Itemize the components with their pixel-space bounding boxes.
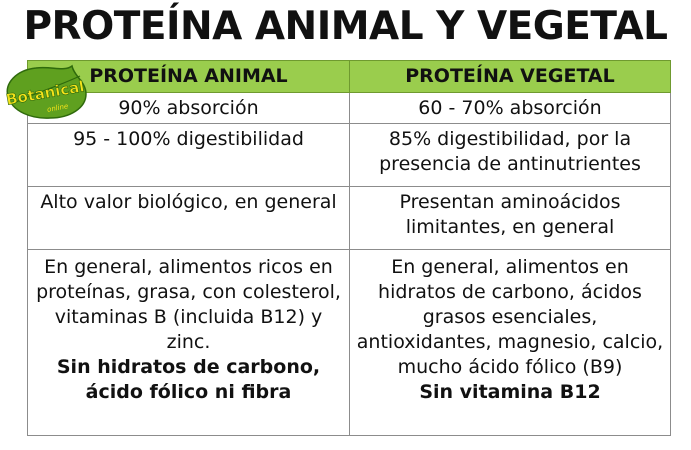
- vegetal-foods-text: En general, alimentos en hidratos de car…: [356, 256, 664, 378]
- cell-animal-biological-value: Alto valor biológico, en general: [27, 186, 350, 250]
- table-row: Alto valor biológico, en general Present…: [27, 186, 671, 250]
- table-header-row: PROTEÍNA ANIMAL PROTEÍNA VEGETAL: [27, 60, 671, 93]
- cell-animal-foods: En general, alimentos ricos en proteínas…: [27, 249, 350, 436]
- animal-foods-text: En general, alimentos ricos en proteínas…: [36, 256, 341, 353]
- vegetal-foods-bold-text: Sin vitamina B12: [419, 381, 601, 403]
- cell-animal-absorption: 90% absorción: [27, 92, 350, 124]
- table-row: 90% absorción 60 - 70% absorción: [27, 92, 671, 124]
- cell-vegetal-biological-value: Presentan aminoácidos limitantes, en gen…: [349, 186, 671, 250]
- comparison-table: PROTEÍNA ANIMAL PROTEÍNA VEGETAL 90% abs…: [27, 60, 671, 436]
- animal-foods-bold-text: Sin hidratos de carbono, ácido fólico ni…: [56, 356, 321, 403]
- cell-animal-digestibility: 95 - 100% digestibilidad: [27, 123, 350, 187]
- table-row: En general, alimentos ricos en proteínas…: [27, 249, 671, 436]
- cell-vegetal-foods: En general, alimentos en hidratos de car…: [349, 249, 671, 436]
- table-row: 95 - 100% digestibilidad 85% digestibili…: [27, 123, 671, 187]
- page-title: PROTEÍNA ANIMAL Y VEGETAL: [23, 4, 668, 49]
- header-vegetal: PROTEÍNA VEGETAL: [349, 60, 671, 93]
- leaf-logo-icon: Botanical online: [4, 64, 87, 119]
- cell-vegetal-absorption: 60 - 70% absorción: [349, 92, 671, 124]
- cell-vegetal-digestibility: 85% digestibilidad, por la presencia de …: [349, 123, 671, 187]
- svg-text:online: online: [46, 102, 68, 114]
